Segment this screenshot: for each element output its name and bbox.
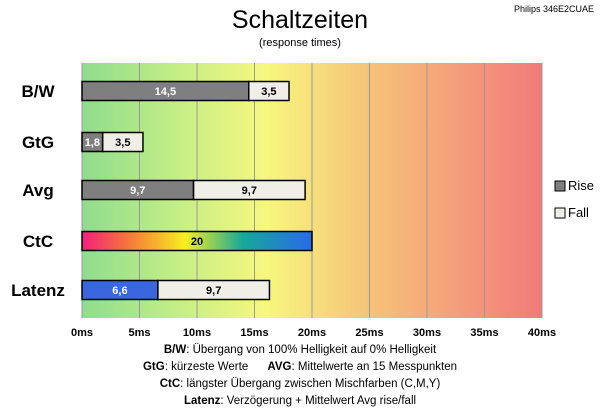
value-label: 3,5 xyxy=(115,137,130,149)
value-label: 3,5 xyxy=(261,86,276,98)
note-avg-text: : Mittelwerte an 15 Messpunkten xyxy=(291,361,458,373)
category-label: Avg xyxy=(22,181,54,200)
value-label: 1,8 xyxy=(85,137,100,149)
value-label: 9,7 xyxy=(242,185,257,197)
value-label: 14,5 xyxy=(155,86,176,98)
note-ctc-key: CtC xyxy=(159,378,181,390)
bar-fall xyxy=(101,131,144,153)
note-bw: B/W: Übergang von 100% Helligkeit auf 0%… xyxy=(0,342,600,359)
category-label: B/W xyxy=(21,82,55,101)
monitor-model: Philips 346E2CUAE xyxy=(514,4,594,14)
category-label: Latenz xyxy=(11,281,65,300)
bars-group: 14,5 3,5 1,8 3,5 9,7 9,7 20 6,6 9,7 xyxy=(81,80,313,301)
x-tick-label: 15ms xyxy=(240,327,268,339)
note-gtg-text: : kürzeste Werte xyxy=(164,361,249,373)
x-tick-label: 10ms xyxy=(183,327,211,339)
x-tick-label: 25ms xyxy=(355,327,383,339)
note-ctc: CtC: längster Übergang zwischen Mischfar… xyxy=(0,376,600,393)
x-tick-label: 35ms xyxy=(470,327,498,339)
legend-fall-swatch xyxy=(554,207,566,219)
response-time-chart: Schaltzeiten (response times) Philips 34… xyxy=(11,4,594,339)
note-ctc-text: : längster Übergang zwischen Mischfarben… xyxy=(180,378,441,390)
x-tick-labels: 0ms 5ms 10ms 15ms 20ms 25ms 30ms 35ms 40ms xyxy=(71,327,556,339)
chart-subtitle: (response times) xyxy=(259,37,341,49)
legend-rise-label: Rise xyxy=(568,178,594,193)
bar-fall xyxy=(248,80,290,102)
legend-rise-swatch xyxy=(554,180,566,192)
note-latenz: Latenz: Verzögerung + Mittelwert Avg ris… xyxy=(0,393,600,410)
value-label: 9,7 xyxy=(130,185,145,197)
category-label: GtG xyxy=(22,133,54,152)
note-gtg-key: GtG xyxy=(142,361,165,373)
x-tick-label: 5ms xyxy=(128,327,150,339)
bar-fall xyxy=(192,179,306,201)
chart-title: Schaltzeiten xyxy=(232,6,368,34)
x-tick-label: 20ms xyxy=(298,327,326,339)
x-tick-label: 40ms xyxy=(528,327,556,339)
legend: Rise Fall xyxy=(554,178,594,220)
bar-fall xyxy=(157,279,271,301)
bar-ctc xyxy=(81,230,313,252)
x-tick-label: 0ms xyxy=(71,327,93,339)
note-latenz-text: : Verzögerung + Mittelwert Avg rise/fall xyxy=(220,395,417,407)
note-latenz-key: Latenz xyxy=(183,395,221,407)
note-bw-key: B/W xyxy=(163,344,187,356)
value-label: 6,6 xyxy=(112,285,127,297)
note-avg-key: AVG xyxy=(267,361,292,373)
notes: B/W: Übergang von 100% Helligkeit auf 0%… xyxy=(0,342,600,410)
note-bw-text: : Übergang von 100% Helligkeit auf 0% He… xyxy=(186,344,437,356)
x-tick-label: 30ms xyxy=(413,327,441,339)
value-label: 9,7 xyxy=(206,285,221,297)
value-label: 20 xyxy=(191,236,203,248)
legend-fall-label: Fall xyxy=(568,205,589,220)
category-label: CtC xyxy=(23,232,53,251)
note-gtg-avg: GtG: kürzeste Werte AVG: Mittelwerte an … xyxy=(0,359,600,376)
category-labels: B/W GtG Avg CtC Latenz xyxy=(11,82,65,300)
